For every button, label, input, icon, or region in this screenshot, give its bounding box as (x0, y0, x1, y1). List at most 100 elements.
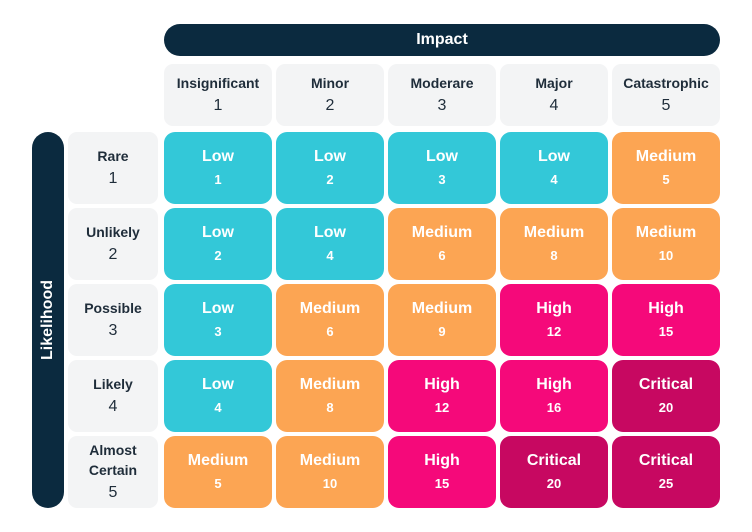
likelihood-header-4: Likely 4 (68, 360, 158, 432)
likelihood-header-label: Almost Certain (88, 442, 138, 478)
impact-header-label: Catastrophic (623, 75, 709, 91)
risk-score: 16 (546, 400, 562, 415)
risk-score: 3 (214, 324, 222, 339)
impact-header-label: Moderare (410, 75, 474, 91)
risk-score: 6 (326, 324, 334, 339)
risk-cell-1-4: Low 4 (500, 132, 608, 204)
risk-score: 20 (658, 400, 674, 415)
impact-axis-title: Impact (164, 24, 720, 56)
risk-level: Medium (299, 376, 361, 393)
risk-score: 1 (214, 172, 222, 187)
risk-score: 4 (550, 172, 558, 187)
risk-score: 12 (546, 324, 562, 339)
impact-header-2: Minor 2 (276, 64, 384, 126)
impact-header-label: Major (535, 75, 573, 91)
risk-score: 6 (438, 248, 446, 263)
risk-cell-2-1: Low 2 (164, 208, 272, 280)
risk-cell-2-3: Medium 6 (388, 208, 496, 280)
risk-cell-4-3: High 12 (388, 360, 496, 432)
risk-level: Low (426, 148, 458, 165)
risk-cell-2-4: Medium 8 (500, 208, 608, 280)
impact-header-1: Insignificant 1 (164, 64, 272, 126)
risk-cell-4-2: Medium 8 (276, 360, 384, 432)
risk-level: High (536, 376, 572, 393)
likelihood-header-2: Unlikely 2 (68, 208, 158, 280)
risk-level: Medium (411, 224, 473, 241)
risk-score: 5 (214, 476, 222, 491)
risk-score: 3 (438, 172, 446, 187)
risk-level: Low (314, 224, 346, 241)
impact-header-value: 1 (213, 97, 223, 114)
risk-level: High (424, 452, 460, 469)
likelihood-header-value: 3 (108, 322, 118, 339)
risk-score: 2 (326, 172, 334, 187)
risk-cell-3-1: Low 3 (164, 284, 272, 356)
risk-cell-5-1: Medium 5 (164, 436, 272, 508)
risk-level: Low (202, 376, 234, 393)
risk-level: Critical (638, 452, 694, 469)
risk-score: 4 (214, 400, 222, 415)
impact-header-value: 4 (549, 97, 559, 114)
risk-score: 20 (546, 476, 562, 491)
impact-header-label: Minor (310, 75, 350, 91)
risk-cell-4-4: High 16 (500, 360, 608, 432)
likelihood-header-3: Possible 3 (68, 284, 158, 356)
risk-level: High (536, 300, 572, 317)
likelihood-header-label: Likely (93, 376, 133, 392)
risk-cell-4-5: Critical 20 (612, 360, 720, 432)
risk-score: 10 (322, 476, 338, 491)
risk-cell-3-3: Medium 9 (388, 284, 496, 356)
risk-level: Medium (635, 224, 697, 241)
risk-cell-5-5: Critical 25 (612, 436, 720, 508)
risk-cell-1-3: Low 3 (388, 132, 496, 204)
risk-score: 12 (434, 400, 450, 415)
risk-score: 15 (658, 324, 674, 339)
likelihood-header-label: Unlikely (86, 224, 140, 240)
likelihood-header-1: Rare 1 (68, 132, 158, 204)
risk-level: Low (538, 148, 570, 165)
risk-level: Low (314, 148, 346, 165)
likelihood-header-label: Rare (97, 148, 129, 164)
likelihood-header-5: Almost Certain 5 (68, 436, 158, 508)
likelihood-header-value: 5 (108, 484, 118, 501)
risk-level: High (424, 376, 460, 393)
impact-header-value: 2 (325, 97, 335, 114)
risk-cell-4-1: Low 4 (164, 360, 272, 432)
risk-cell-1-1: Low 1 (164, 132, 272, 204)
risk-level: Low (202, 148, 234, 165)
risk-score: 9 (438, 324, 446, 339)
risk-cell-5-3: High 15 (388, 436, 496, 508)
risk-score: 10 (658, 248, 674, 263)
risk-score: 25 (658, 476, 674, 491)
risk-score: 4 (326, 248, 334, 263)
risk-cell-3-5: High 15 (612, 284, 720, 356)
likelihood-axis-title: Likelihood (32, 132, 64, 508)
risk-score: 5 (662, 172, 670, 187)
likelihood-header-value: 2 (108, 246, 118, 263)
risk-score: 15 (434, 476, 450, 491)
likelihood-axis-label: Likelihood (39, 280, 56, 360)
likelihood-header-label: Possible (84, 300, 142, 316)
risk-cell-1-2: Low 2 (276, 132, 384, 204)
risk-score: 8 (326, 400, 334, 415)
risk-level: Medium (411, 300, 473, 317)
risk-cell-5-4: Critical 20 (500, 436, 608, 508)
risk-level: Medium (299, 452, 361, 469)
risk-level: Low (202, 300, 234, 317)
risk-level: Critical (526, 452, 582, 469)
risk-score: 8 (550, 248, 558, 263)
risk-level: Medium (187, 452, 249, 469)
risk-cell-3-4: High 12 (500, 284, 608, 356)
risk-cell-5-2: Medium 10 (276, 436, 384, 508)
impact-header-value: 3 (437, 97, 447, 114)
likelihood-header-value: 1 (108, 170, 118, 187)
risk-cell-2-5: Medium 10 (612, 208, 720, 280)
impact-header-3: Moderare 3 (388, 64, 496, 126)
risk-cell-3-2: Medium 6 (276, 284, 384, 356)
risk-level: Medium (523, 224, 585, 241)
risk-score: 2 (214, 248, 222, 263)
impact-header-4: Major 4 (500, 64, 608, 126)
impact-header-5: Catastrophic 5 (612, 64, 720, 126)
risk-cell-1-5: Medium 5 (612, 132, 720, 204)
impact-header-value: 5 (661, 97, 671, 114)
